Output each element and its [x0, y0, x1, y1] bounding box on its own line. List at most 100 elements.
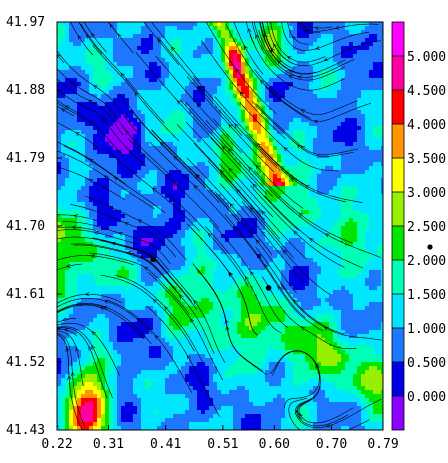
field-cell — [261, 30, 266, 35]
field-cell — [377, 150, 382, 155]
field-cell — [85, 122, 90, 127]
field-cell — [241, 38, 246, 43]
field-cell — [253, 110, 258, 115]
field-cell — [265, 242, 270, 247]
field-cell — [301, 70, 306, 75]
field-cell — [117, 258, 122, 263]
field-cell — [257, 154, 262, 159]
field-cell — [325, 214, 330, 219]
field-cell — [201, 258, 206, 263]
field-cell — [197, 206, 202, 211]
field-cell — [245, 222, 250, 227]
field-cell — [85, 150, 90, 155]
field-cell — [97, 126, 102, 131]
field-cell — [169, 194, 174, 199]
field-cell — [341, 246, 346, 251]
field-cell — [241, 214, 246, 219]
field-cell — [161, 142, 166, 147]
field-cell — [133, 214, 138, 219]
field-cell — [285, 182, 290, 187]
field-cell — [249, 70, 254, 75]
field-cell — [149, 170, 154, 175]
field-cell — [313, 238, 318, 243]
field-cell — [181, 178, 186, 183]
field-cell — [145, 78, 150, 83]
field-cell — [81, 230, 86, 235]
field-cell — [69, 198, 74, 203]
field-cell — [229, 34, 234, 39]
field-cell — [145, 118, 150, 123]
field-cell — [253, 86, 258, 91]
field-cell — [285, 246, 290, 251]
field-cell — [361, 198, 366, 203]
field-cell — [221, 178, 226, 183]
field-cell — [169, 210, 174, 215]
field-cell — [317, 90, 322, 95]
field-cell — [161, 42, 166, 47]
field-cell — [337, 34, 342, 39]
field-cell — [93, 34, 98, 39]
field-cell — [297, 174, 302, 179]
field-cell — [329, 158, 334, 163]
field-cell — [209, 74, 214, 79]
field-cell — [133, 198, 138, 203]
field-cell — [237, 42, 242, 47]
field-cell — [357, 86, 362, 91]
field-cell — [381, 170, 383, 175]
field-cell — [89, 194, 94, 199]
field-cell — [357, 246, 362, 251]
field-cell — [229, 110, 234, 115]
field-cell — [77, 110, 82, 115]
field-cell — [317, 234, 322, 239]
field-cell — [345, 178, 350, 183]
field-cell — [305, 134, 310, 139]
field-cell — [97, 202, 102, 207]
field-cell — [309, 42, 314, 47]
field-cell — [113, 46, 118, 51]
field-cell — [381, 246, 383, 251]
field-cell — [341, 234, 346, 239]
field-cell — [173, 78, 178, 83]
field-cell — [105, 90, 110, 95]
field-cell — [345, 258, 350, 263]
field-cell — [89, 254, 94, 259]
field-cell — [285, 198, 290, 203]
field-cell — [317, 138, 322, 143]
field-cell — [117, 234, 122, 239]
field-cell — [373, 50, 378, 55]
field-cell — [341, 130, 346, 135]
field-cell — [333, 174, 338, 179]
field-cell — [193, 50, 198, 55]
field-cell — [161, 122, 166, 127]
field-cell — [173, 150, 178, 155]
field-cell — [361, 50, 366, 55]
field-cell — [297, 194, 302, 199]
field-cell — [105, 70, 110, 75]
field-cell — [373, 198, 378, 203]
field-cell — [233, 94, 238, 99]
field-cell — [65, 62, 70, 67]
field-cell — [217, 34, 222, 39]
field-cell — [325, 110, 330, 115]
field-cell — [277, 186, 282, 191]
field-cell — [113, 90, 118, 95]
field-cell — [365, 182, 370, 187]
field-cell — [333, 42, 338, 47]
field-cell — [377, 130, 382, 135]
field-cell — [317, 30, 322, 35]
field-cell — [169, 182, 174, 187]
field-cell — [173, 74, 178, 79]
field-cell — [169, 154, 174, 159]
field-cell — [313, 158, 318, 163]
field-cell — [61, 154, 66, 159]
field-cell — [181, 246, 186, 251]
field-cell — [241, 258, 246, 263]
field-cell — [173, 54, 178, 59]
field-cell — [69, 218, 74, 223]
field-cell — [133, 142, 138, 147]
field-cell — [277, 86, 282, 91]
field-cell — [281, 34, 286, 39]
field-cell — [109, 242, 114, 247]
field-cell — [349, 94, 354, 99]
field-cell — [297, 90, 302, 95]
